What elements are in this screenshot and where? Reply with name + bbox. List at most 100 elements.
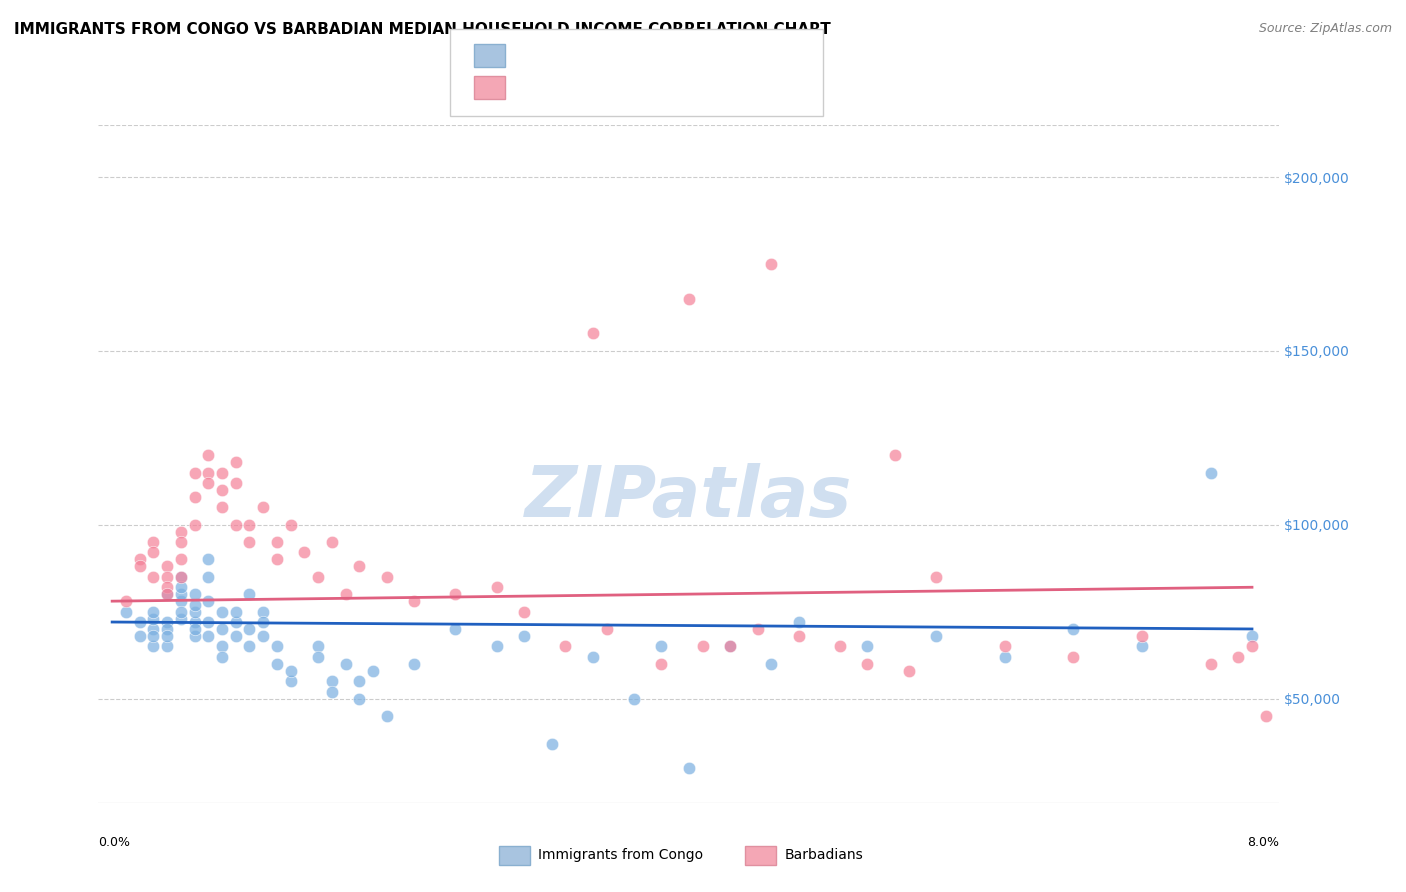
Point [128,552,150,566]
Point [238,640,260,654]
Point [156,587,179,601]
Point [678,292,700,306]
Text: 8.0%: 8.0% [1247,837,1279,849]
Point [485,640,508,654]
Point [884,448,907,462]
Point [349,559,371,574]
Point [252,605,274,619]
Point [761,657,783,671]
Point [994,649,1017,664]
Point [787,615,810,629]
Point [142,611,165,625]
Text: Source: ZipAtlas.com: Source: ZipAtlas.com [1258,22,1392,36]
Point [1130,629,1153,643]
Point [170,570,193,584]
Point [692,640,714,654]
Point [828,640,851,654]
Text: ZIPatlas: ZIPatlas [526,463,852,533]
Point [183,615,205,629]
Point [183,587,205,601]
Point [307,649,329,664]
Point [170,587,193,601]
Text: -0.033: -0.033 [541,48,591,62]
Point [128,559,150,574]
Point [925,570,948,584]
Point [156,559,179,574]
Point [650,640,672,654]
Text: Barbadians: Barbadians [785,848,863,863]
Point [335,657,357,671]
Point [294,545,316,559]
Point [170,605,193,619]
Point [238,535,260,549]
Point [375,570,398,584]
Point [280,664,302,678]
Point [128,615,150,629]
Point [115,605,138,619]
Point [238,587,260,601]
Point [444,587,467,601]
Point [307,640,329,654]
Point [225,605,247,619]
Point [197,629,219,643]
Point [1062,649,1084,664]
Point [1062,622,1084,636]
Point [1130,640,1153,654]
Point [650,657,672,671]
Point [761,257,783,271]
Point [156,615,179,629]
Text: Immigrants from Congo: Immigrants from Congo [538,848,703,863]
Point [485,580,508,594]
Point [128,629,150,643]
Point [747,622,769,636]
Point [183,466,205,480]
Point [211,649,233,664]
Point [156,570,179,584]
Point [170,570,193,584]
Point [718,640,741,654]
Point [582,326,605,341]
Point [1227,649,1250,664]
Point [183,605,205,619]
Point [856,640,879,654]
Point [183,517,205,532]
Point [156,640,179,654]
Point [595,622,617,636]
Point [225,455,247,469]
Text: 0.0%: 0.0% [98,837,131,849]
Text: R =: R = [516,80,546,95]
Point [170,594,193,608]
Point [238,622,260,636]
Point [156,580,179,594]
Point [183,629,205,643]
Point [197,570,219,584]
Point [197,552,219,566]
Point [994,640,1017,654]
Point [211,640,233,654]
Point [142,535,165,549]
Point [170,552,193,566]
Point [170,524,193,539]
Point [156,629,179,643]
Point [225,475,247,490]
Text: IMMIGRANTS FROM CONGO VS BARBADIAN MEDIAN HOUSEHOLD INCOME CORRELATION CHART: IMMIGRANTS FROM CONGO VS BARBADIAN MEDIA… [14,22,831,37]
Point [1240,640,1263,654]
Point [211,466,233,480]
Point [321,684,343,698]
Point [225,615,247,629]
Text: N =: N = [602,80,633,95]
Point [856,657,879,671]
Point [321,535,343,549]
Point [280,674,302,689]
Text: N =: N = [602,48,633,62]
Point [513,629,536,643]
Point [170,580,193,594]
Point [554,640,576,654]
Point [252,629,274,643]
Point [678,761,700,775]
Point [582,649,605,664]
Point [197,475,219,490]
Point [280,517,302,532]
Point [211,622,233,636]
Point [170,611,193,625]
